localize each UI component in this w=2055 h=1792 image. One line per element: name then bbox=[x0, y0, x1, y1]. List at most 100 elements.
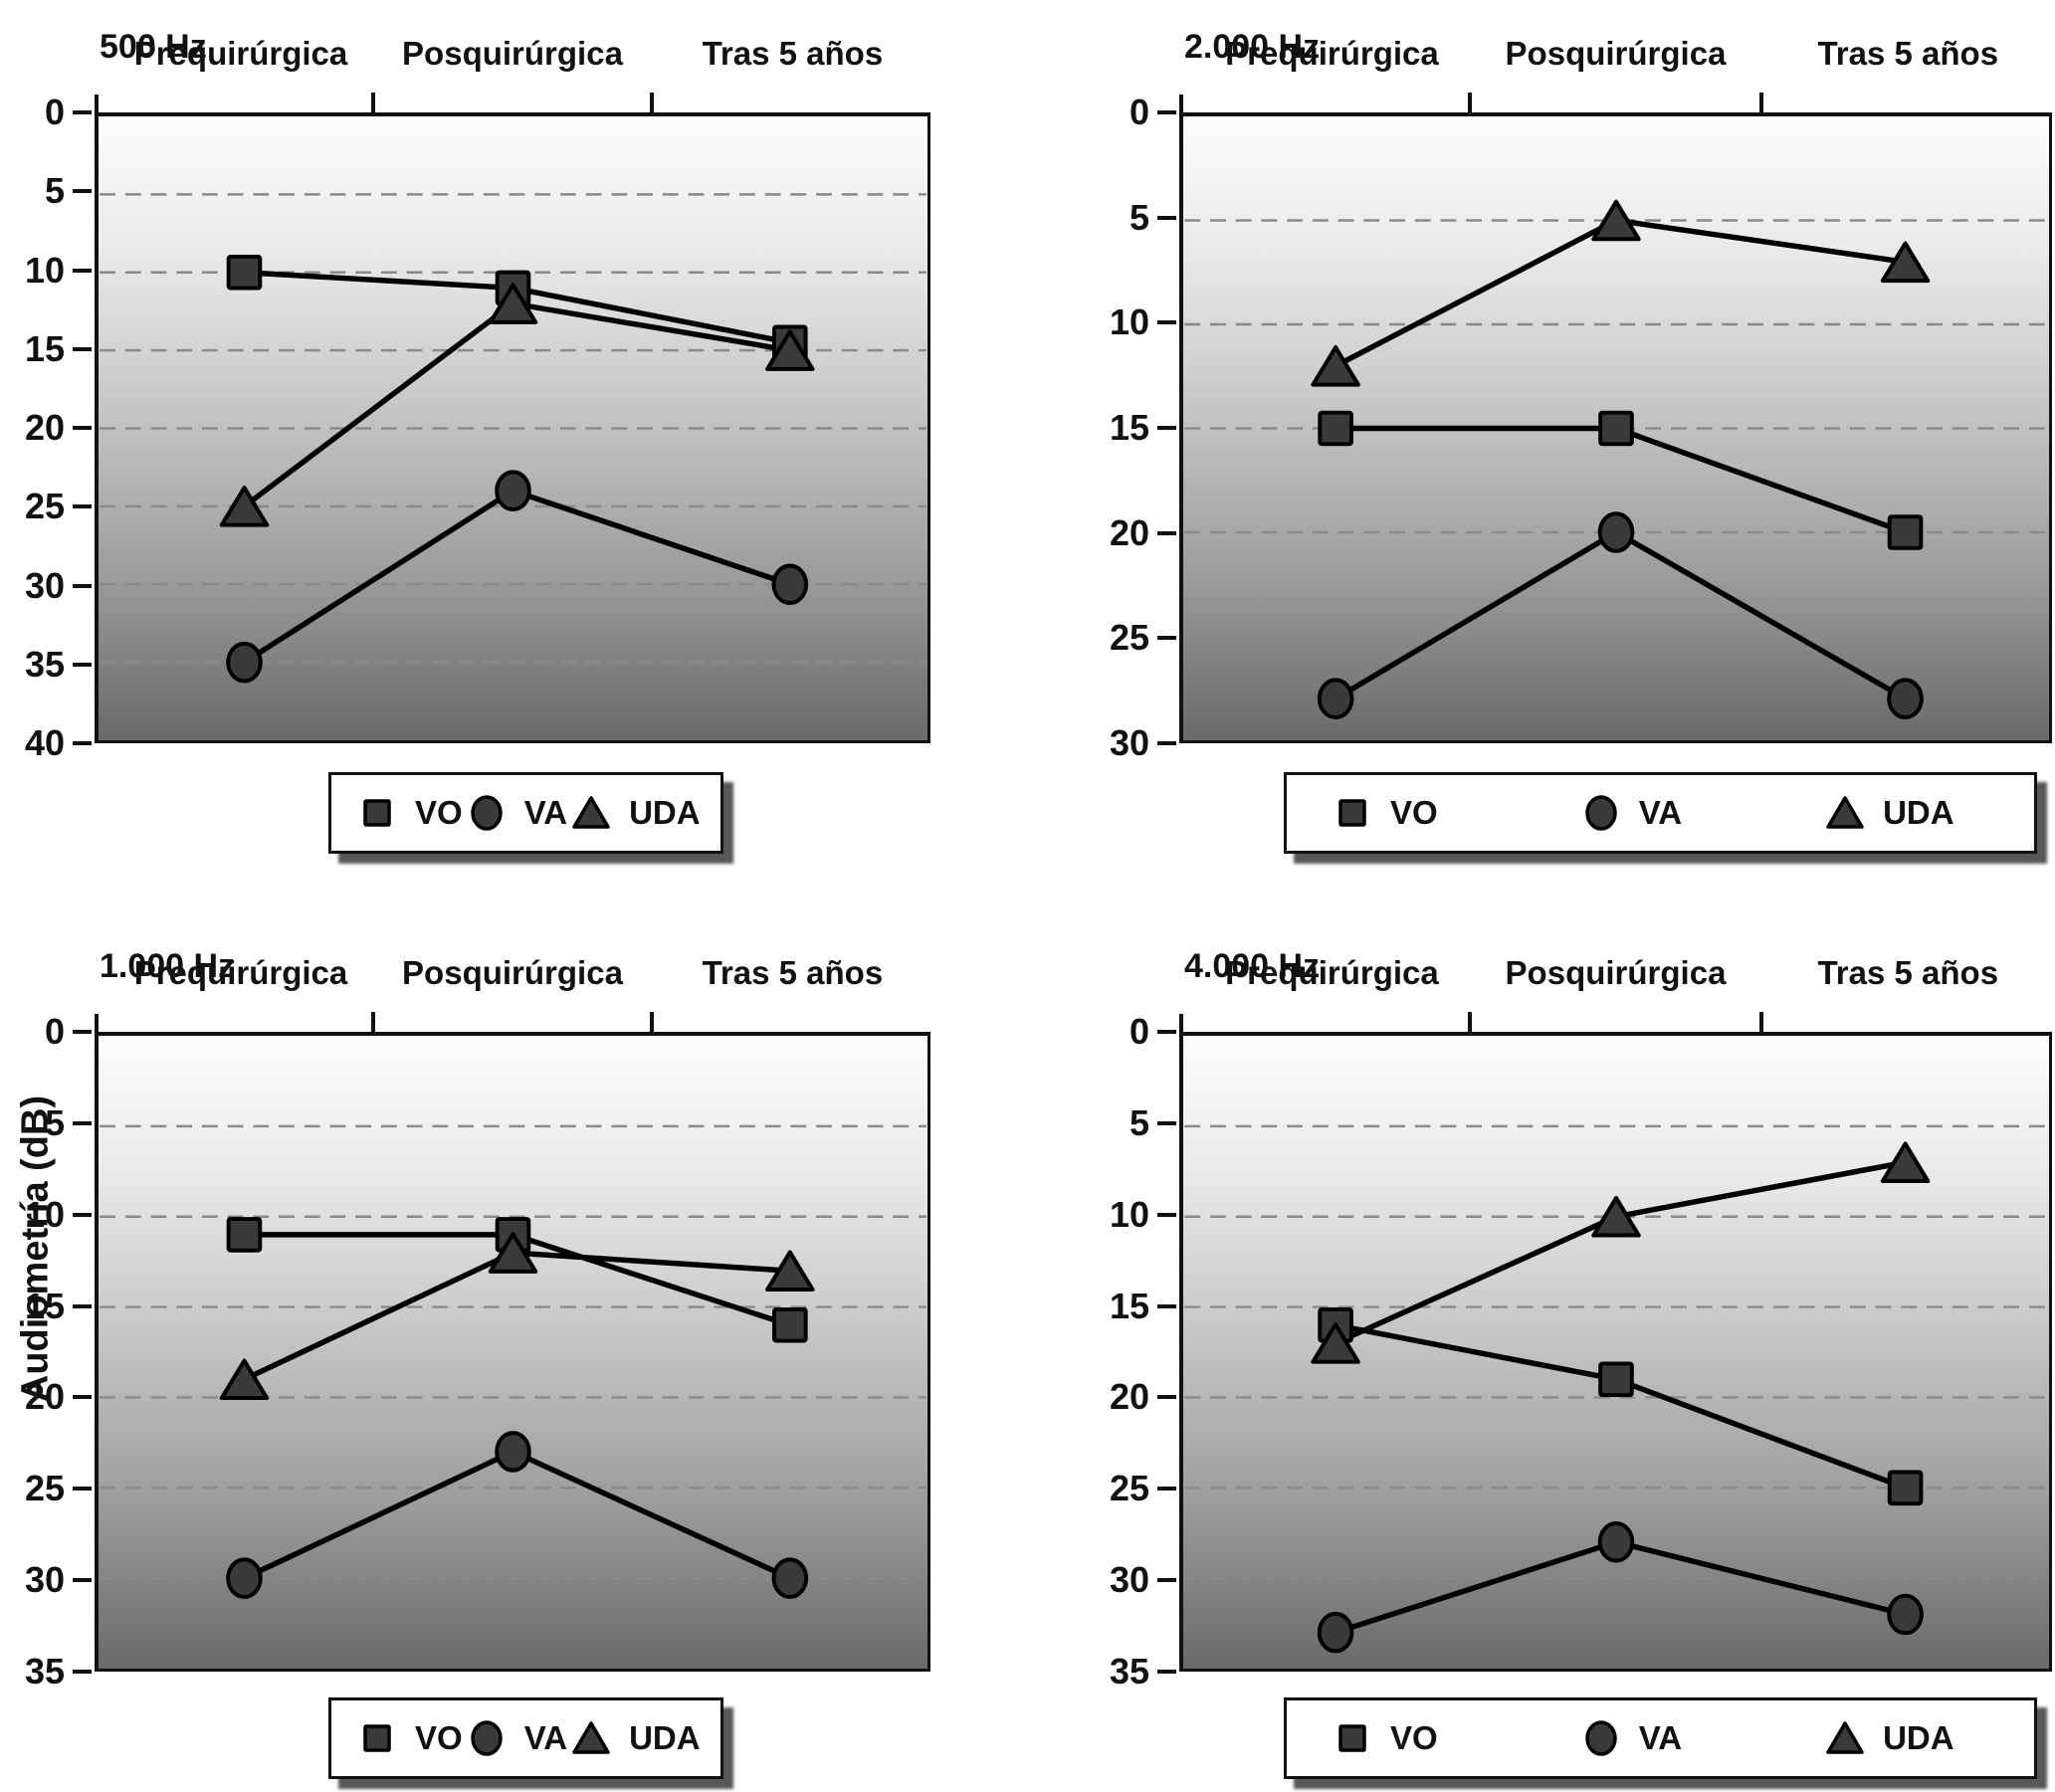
marker-triangle bbox=[1591, 199, 1641, 242]
panel-title: 500 Hz bbox=[100, 28, 207, 67]
y-tick-label: 25 bbox=[24, 486, 65, 527]
legend-item-vo: VO bbox=[1329, 1716, 1438, 1760]
marker-triangle bbox=[219, 486, 270, 527]
marker-circle bbox=[1317, 678, 1354, 719]
legend-item-va: VA bbox=[463, 1716, 567, 1760]
y-tick bbox=[1157, 1120, 1176, 1125]
column-label-tras5: Tras 5 años bbox=[1817, 35, 1999, 72]
marker-circle bbox=[495, 1431, 531, 1473]
legend-item-va: VA bbox=[1577, 791, 1682, 835]
x-axis-tick-2 bbox=[1758, 93, 1763, 114]
legend-label: UDA bbox=[629, 794, 701, 831]
marker-triangle bbox=[1880, 241, 1931, 284]
marker-circle bbox=[771, 563, 809, 606]
marker-square bbox=[1887, 1470, 1924, 1506]
square-icon bbox=[1338, 1724, 1366, 1752]
legend-item-uda: UDA bbox=[1821, 791, 1954, 835]
legend-label: VO bbox=[415, 794, 463, 831]
y-tick bbox=[73, 1120, 92, 1125]
y-tick bbox=[73, 1670, 92, 1674]
column-label-tras5: Tras 5 años bbox=[1817, 954, 1999, 991]
legend-item-uda: UDA bbox=[1821, 1716, 1954, 1760]
y-tick bbox=[1157, 530, 1176, 535]
marker-square bbox=[771, 324, 808, 361]
y-tick bbox=[1157, 110, 1176, 114]
marker-square bbox=[495, 1217, 531, 1253]
y-tick bbox=[73, 1487, 92, 1492]
x-axis-tick-2 bbox=[650, 93, 654, 114]
y-tick bbox=[1157, 426, 1176, 430]
legend: VO VA UDA bbox=[328, 772, 723, 854]
y-tick-label: 5 bbox=[1129, 1101, 1149, 1143]
y-tick bbox=[1157, 636, 1176, 641]
legend-label: VA bbox=[1638, 794, 1683, 831]
y-tick bbox=[1157, 741, 1176, 745]
y-tick-label: 15 bbox=[1109, 1285, 1149, 1326]
y-tick bbox=[1157, 320, 1176, 325]
legend-item-uda: UDA bbox=[567, 1716, 701, 1760]
y-tick bbox=[73, 268, 92, 273]
y-tick bbox=[73, 1395, 92, 1400]
y-tick bbox=[73, 110, 92, 114]
square-icon bbox=[1338, 799, 1366, 827]
marker-square bbox=[1598, 1361, 1634, 1398]
legend: VO VA UDA bbox=[1284, 1697, 2037, 1779]
marker-triangle bbox=[219, 1358, 270, 1401]
legend: VO VA UDA bbox=[328, 1697, 723, 1779]
chart-canvas bbox=[100, 1124, 926, 1599]
y-tick-label: 30 bbox=[24, 1559, 65, 1601]
column-label-posquirurgica: Posquirúrgica bbox=[402, 954, 623, 991]
column-label-prequirurgica: Prequirúrgica bbox=[133, 954, 348, 991]
legend: VO VA UDA bbox=[1284, 772, 2037, 854]
marker-circle bbox=[1887, 678, 1924, 719]
y-tick-label: 30 bbox=[1109, 1559, 1149, 1601]
y-tick bbox=[73, 1030, 92, 1034]
y-tick bbox=[73, 583, 92, 588]
y-tick-label: 10 bbox=[1109, 1193, 1149, 1235]
y-tick-label: 0 bbox=[44, 92, 65, 132]
legend-item-va: VA bbox=[463, 791, 567, 835]
panel-title: 1.000 Hz bbox=[100, 947, 236, 986]
legend-label: UDA bbox=[1883, 1719, 1954, 1756]
triangle-icon bbox=[572, 1721, 610, 1754]
circle-icon bbox=[470, 1720, 503, 1756]
y-tick-label: 15 bbox=[24, 327, 65, 369]
y-tick bbox=[73, 662, 92, 667]
y-tick-label: 0 bbox=[1129, 92, 1149, 132]
panel-title: 4.000 Hz bbox=[1184, 947, 1321, 986]
y-tick bbox=[1157, 1303, 1176, 1308]
marker-circle bbox=[495, 470, 531, 511]
legend-item-va: VA bbox=[1577, 1716, 1682, 1760]
y-tick-label: 20 bbox=[24, 407, 65, 448]
marker-triangle bbox=[488, 283, 538, 324]
y-tick bbox=[73, 1303, 92, 1308]
triangle-icon bbox=[1826, 796, 1864, 829]
marker-square bbox=[1598, 410, 1634, 447]
circle-icon bbox=[1584, 1720, 1617, 1756]
marker-triangle bbox=[1311, 345, 1360, 387]
legend-label: VA bbox=[1638, 1719, 1683, 1756]
y-tick-label: 0 bbox=[44, 1011, 65, 1052]
y-tick-label: 5 bbox=[44, 170, 65, 212]
chart-canvas bbox=[1184, 1124, 2048, 1654]
legend-label: VO bbox=[415, 1719, 463, 1756]
legend-label: VA bbox=[523, 794, 568, 831]
marker-square bbox=[495, 270, 531, 306]
legend-label: UDA bbox=[1883, 794, 1954, 831]
y-tick bbox=[73, 346, 92, 351]
y-tick bbox=[1157, 1212, 1176, 1217]
circle-icon bbox=[470, 795, 503, 831]
triangle-icon bbox=[572, 796, 610, 829]
y-tick bbox=[73, 1578, 92, 1583]
marker-triangle bbox=[1591, 1195, 1641, 1238]
legend-label: VA bbox=[523, 1719, 568, 1756]
column-label-prequirurgica: Prequirúrgica bbox=[1225, 35, 1439, 72]
legend-label: VO bbox=[1390, 794, 1438, 831]
y-tick-label: 20 bbox=[1109, 1376, 1149, 1418]
legend-item-vo: VO bbox=[353, 1716, 463, 1760]
y-tick bbox=[73, 426, 92, 430]
